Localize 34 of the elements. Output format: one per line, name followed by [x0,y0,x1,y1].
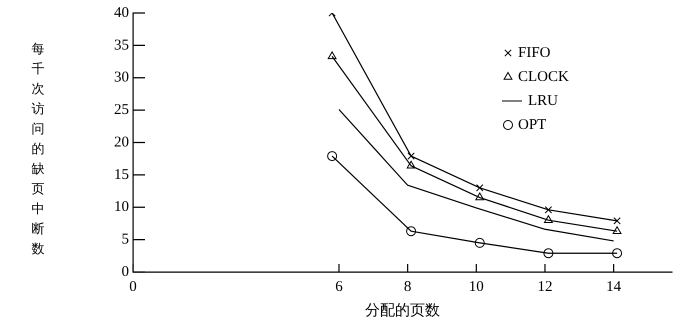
x-tick-label: 10 [468,278,484,295]
point [613,217,621,225]
point [544,215,553,223]
y-tick-label: 35 [114,37,129,54]
point [328,51,337,60]
point [474,238,485,248]
legend-label: OPT [518,116,546,133]
x-tick-label: 6 [335,278,344,295]
text: 每千次访问的缺页中断数 [32,42,44,257]
point [327,151,338,162]
y-tick-label: 20 [114,134,129,150]
legend-label: LRU [528,92,558,109]
y-tick-label: 0 [122,264,129,280]
y-tick-label: 40 [114,4,129,21]
x-tick-label: 8 [404,278,412,295]
y-tick-label: 5 [122,232,129,248]
point [407,152,415,160]
point [544,206,552,214]
point [476,184,484,192]
y-tick-label: 25 [114,102,129,118]
x-tick-label: 12 [537,278,552,295]
y-tick-label: 30 [114,70,129,86]
y-tick-label: 10 [114,199,129,216]
point [612,248,622,258]
point [406,226,416,236]
point [612,226,622,234]
x-tick-label: 14 [606,278,622,295]
x-axis-title: 分配的页数 [365,300,440,319]
point [475,192,484,200]
legend-label: FIFO [518,44,551,61]
point [543,248,554,258]
y-tick-label: 15 [114,166,129,183]
point [406,160,416,169]
legend-label: CLOCK [518,68,570,85]
